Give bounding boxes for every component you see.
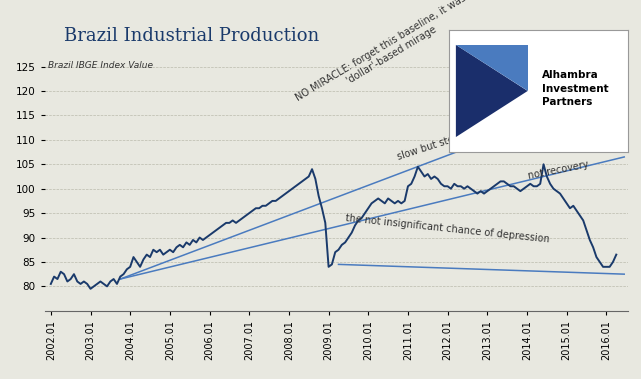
Text: the not insignificant chance of depression: the not insignificant chance of depressi… <box>345 213 550 245</box>
Polygon shape <box>456 45 528 137</box>
Text: Brazil Industrial Production: Brazil Industrial Production <box>64 27 319 44</box>
Text: Alhambra
Investment
Partners: Alhambra Investment Partners <box>542 70 609 107</box>
Text: Brazil IBGE Index Value: Brazil IBGE Index Value <box>48 61 153 70</box>
Text: NO MIRACLE: forget this baseline, it was a
'dollar'-based mirage: NO MIRACLE: forget this baseline, it was… <box>294 0 482 113</box>
Text: slow but steady recovery: slow but steady recovery <box>395 114 515 162</box>
Text: not recovery: not recovery <box>528 160 590 182</box>
Polygon shape <box>456 45 528 91</box>
